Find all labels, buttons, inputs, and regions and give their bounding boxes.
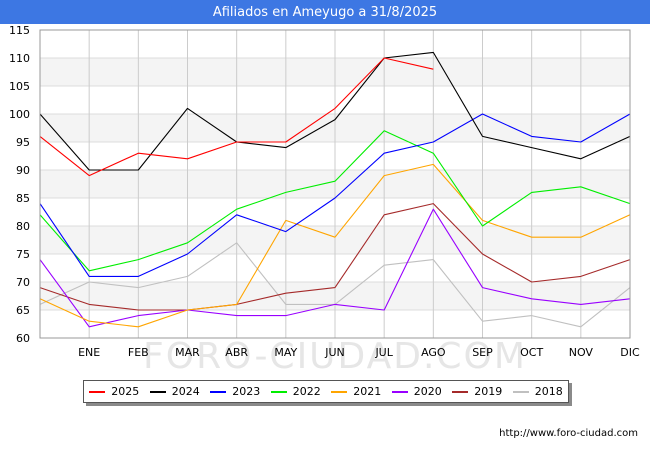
- legend-swatch: [270, 390, 287, 393]
- y-tick-label: 95: [16, 136, 30, 149]
- series-line-2023: [39, 113, 631, 277]
- legend-swatch: [149, 390, 166, 393]
- x-tick-label: NOV: [569, 346, 594, 359]
- legend: 2025 2024 2023 2022 2021 2020 2019 2018: [83, 380, 569, 403]
- x-tick-label: MAY: [274, 346, 297, 359]
- y-tick-label: 80: [16, 220, 30, 233]
- y-tick-label: 105: [9, 80, 30, 93]
- series-line-2019: [39, 203, 631, 311]
- chart-title: Afiliados en Ameyugo a 31/8/2025: [0, 0, 650, 24]
- y-tick-label: 115: [9, 24, 30, 37]
- x-tick-label: FEB: [128, 346, 149, 359]
- legend-swatch: [210, 390, 227, 393]
- x-tick-label: ENE: [78, 346, 100, 359]
- legend-item-2022: 2022: [270, 385, 321, 398]
- series-line-2020: [39, 208, 631, 328]
- legend-swatch: [512, 390, 529, 393]
- legend-label: 2024: [171, 385, 200, 398]
- legend-label: 2022: [292, 385, 321, 398]
- legend-label: 2019: [474, 385, 503, 398]
- x-tick-label: MAR: [175, 346, 200, 359]
- legend-item-2024: 2024: [149, 385, 200, 398]
- legend-label: 2025: [111, 385, 140, 398]
- legend-label: 2021: [353, 385, 382, 398]
- watermark: FORO-CIUDAD.COM: [143, 336, 527, 377]
- source-credit: http://www.foro-ciudad.com: [499, 428, 638, 439]
- y-tick-label: 60: [16, 332, 30, 345]
- plot-border: [39, 29, 631, 339]
- y-tick-label: 65: [16, 304, 30, 317]
- y-tick-label: 85: [16, 192, 30, 205]
- y-tick-label: 110: [9, 52, 30, 65]
- series-line-2025: [39, 57, 434, 177]
- legend-swatch: [331, 390, 348, 393]
- x-tick-label: AGO: [421, 346, 446, 359]
- legend-item-2020: 2020: [391, 385, 442, 398]
- legend-item-2025: 2025: [89, 385, 139, 398]
- legend-swatch: [452, 390, 469, 393]
- legend-label: 2020: [413, 385, 442, 398]
- x-tick-label: JUL: [374, 346, 393, 359]
- legend-swatch: [89, 390, 106, 393]
- x-tick-label: DIC: [620, 346, 640, 359]
- legend-item-2021: 2021: [331, 385, 381, 398]
- y-tick-label: 70: [16, 276, 30, 289]
- legend-label: 2018: [534, 385, 563, 398]
- legend-item-2018: 2018: [512, 385, 563, 398]
- legend-item-2019: 2019: [452, 385, 502, 398]
- series-line-2021: [39, 163, 631, 328]
- legend-item-2023: 2023: [210, 385, 260, 398]
- series-line-2022: [39, 130, 631, 272]
- series-line-2024: [39, 51, 631, 171]
- y-tick-label: 100: [9, 108, 30, 121]
- y-tick-label: 75: [16, 248, 30, 261]
- x-tick-label: SEP: [472, 346, 493, 359]
- x-tick-label: ABR: [225, 346, 248, 359]
- x-tick-label: OCT: [520, 346, 543, 359]
- y-tick-label: 90: [16, 164, 30, 177]
- x-tick-label: JUN: [324, 346, 345, 359]
- legend-swatch: [391, 390, 408, 393]
- legend-label: 2023: [232, 385, 261, 398]
